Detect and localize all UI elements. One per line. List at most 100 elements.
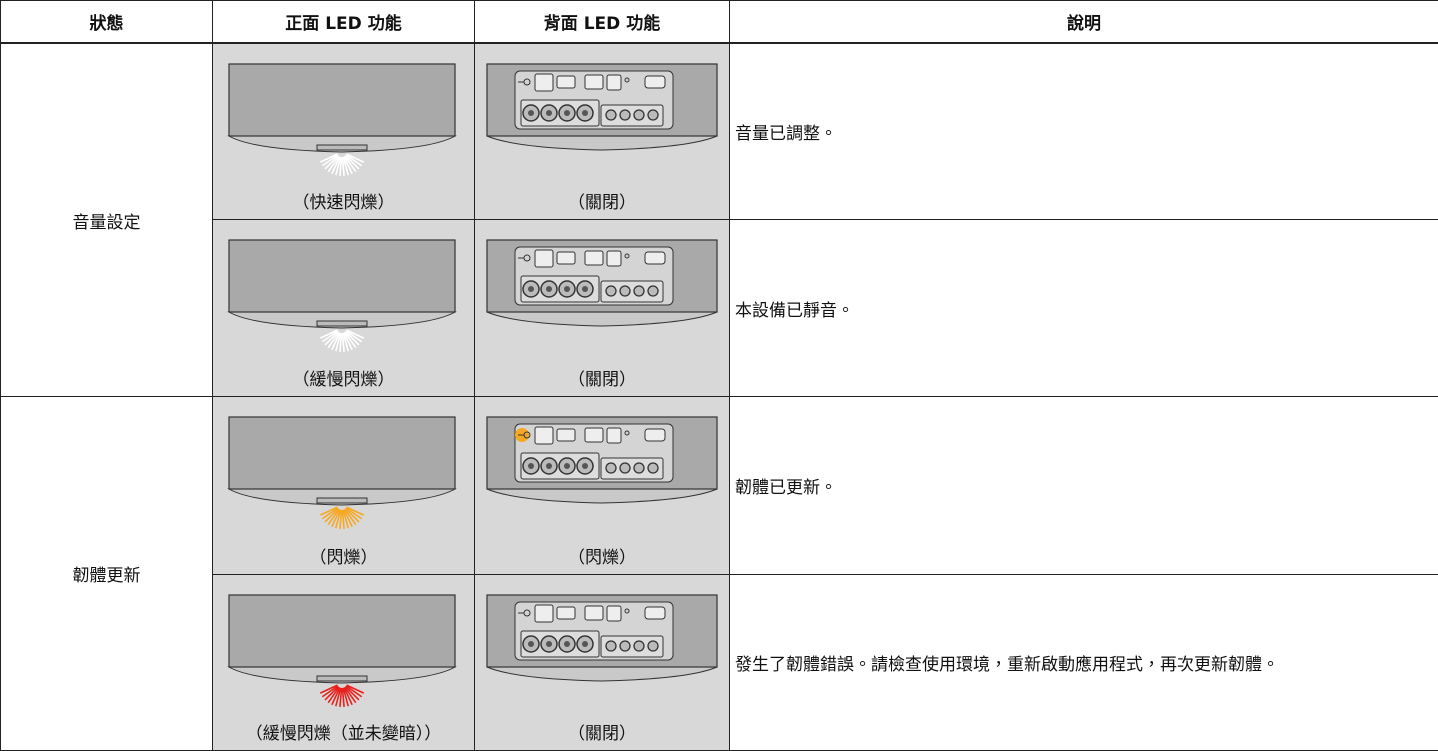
rca-jack	[582, 641, 588, 647]
front-cell: （緩慢閃爍（並未變暗））	[213, 575, 475, 751]
cell-box: （緩慢閃爍）	[213, 220, 474, 396]
description-cell: 韌體已更新。	[730, 397, 1438, 575]
port	[535, 250, 553, 267]
cell-box: （緩慢閃爍（並未變暗））	[213, 575, 474, 750]
power-port	[645, 76, 665, 88]
device-base	[487, 489, 717, 503]
led-window	[317, 145, 367, 150]
rca-jack	[582, 110, 588, 116]
rear-device	[475, 575, 730, 725]
front-device	[213, 397, 475, 547]
power-port	[645, 429, 665, 441]
rca-jack	[582, 286, 588, 292]
port	[535, 605, 553, 622]
front-device	[213, 575, 475, 725]
rear-device	[475, 220, 730, 370]
front-cell: （快速閃爍）	[213, 43, 475, 220]
port	[557, 252, 575, 264]
cell-box: （關閉）	[475, 575, 729, 750]
port	[557, 429, 575, 441]
port	[607, 606, 621, 621]
front-caption: （緩慢閃爍（並未變暗））	[213, 719, 474, 744]
device-body	[229, 240, 455, 312]
description-cell: 發生了韌體錯誤。請檢查使用環境，重新啟動應用程式，再次更新韌體。	[730, 575, 1438, 751]
led-window	[317, 676, 367, 681]
table-body: 音量設定（快速閃爍）（關閉）音量已調整。（緩慢閃爍）（關閉）本設備已靜音。韌體更…	[1, 43, 1438, 751]
front-caption: （閃爍）	[213, 543, 474, 568]
rca-jack	[634, 110, 644, 120]
port	[607, 251, 621, 266]
port	[585, 428, 603, 442]
cell-box: （閃爍）	[213, 397, 474, 574]
port	[557, 76, 575, 88]
rca-jack	[606, 463, 616, 473]
header-row: 狀態 正面 LED 功能 背面 LED 功能 說明	[1, 1, 1438, 44]
table-row: 韌體更新（閃爍）（閃爍）韌體已更新。	[1, 397, 1438, 575]
rca-jack	[620, 286, 630, 296]
port	[585, 606, 603, 620]
rca-jack	[648, 463, 658, 473]
led-window	[317, 321, 367, 326]
rca-jack	[634, 286, 644, 296]
description-cell: 音量已調整。	[730, 43, 1438, 220]
rca-jack	[564, 286, 570, 292]
header-cell: 說明	[730, 1, 1438, 44]
device-base	[487, 136, 717, 150]
device-body	[229, 595, 455, 667]
front-cell: （緩慢閃爍）	[213, 220, 475, 397]
table-row: （緩慢閃爍）（關閉）本設備已靜音。	[1, 220, 1438, 397]
rca-jack	[620, 463, 630, 473]
rca-jack	[634, 463, 644, 473]
header-cell: 狀態	[1, 1, 213, 44]
front-caption: （快速閃爍）	[213, 188, 474, 213]
table-row: （緩慢閃爍（並未變暗））（關閉）發生了韌體錯誤。請檢查使用環境，重新啟動應用程式…	[1, 575, 1438, 751]
rca-jack	[546, 110, 552, 116]
rca-jack	[546, 463, 552, 469]
front-caption: （緩慢閃爍）	[213, 365, 474, 390]
rca-jack	[648, 641, 658, 651]
device-base	[487, 667, 717, 681]
cell-box: （關閉）	[475, 44, 729, 219]
power-port	[645, 252, 665, 264]
port	[585, 251, 603, 265]
port	[535, 74, 553, 91]
device-body	[229, 64, 455, 136]
header-cell: 背面 LED 功能	[475, 1, 730, 44]
device-base	[487, 312, 717, 326]
rca-jack	[546, 641, 552, 647]
rca-jack	[648, 286, 658, 296]
port	[607, 428, 621, 443]
rca-jack	[648, 110, 658, 120]
table-row: 音量設定（快速閃爍）（關閉）音量已調整。	[1, 43, 1438, 220]
front-cell: （閃爍）	[213, 397, 475, 575]
rca-jack	[564, 641, 570, 647]
cell-box: （快速閃爍）	[213, 44, 474, 219]
rca-jack	[606, 286, 616, 296]
rca-jack	[582, 463, 588, 469]
rca-jack	[528, 641, 534, 647]
cell-box: （閃爍）	[475, 397, 729, 574]
rca-jack	[606, 110, 616, 120]
port	[585, 75, 603, 89]
rear-caption: （關閉）	[475, 365, 729, 390]
cell-box: （關閉）	[475, 220, 729, 396]
device-body	[229, 417, 455, 489]
port	[557, 607, 575, 619]
rca-jack	[528, 286, 534, 292]
header-cell: 正面 LED 功能	[213, 1, 475, 44]
description-cell: 本設備已靜音。	[730, 220, 1438, 397]
rear-cell: （關閉）	[475, 575, 730, 751]
rear-caption: （關閉）	[475, 188, 729, 213]
led-window	[317, 498, 367, 503]
status-cell: 音量設定	[1, 43, 213, 397]
rca-jack	[528, 463, 534, 469]
rca-jack	[528, 110, 534, 116]
rear-device	[475, 44, 730, 194]
rca-jack	[620, 641, 630, 651]
front-device	[213, 220, 475, 370]
rear-cell: （關閉）	[475, 43, 730, 220]
rear-device	[475, 397, 730, 547]
